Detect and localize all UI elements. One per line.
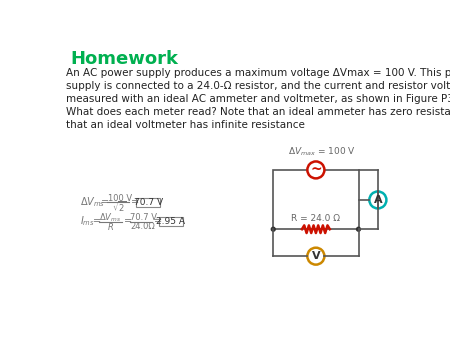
Text: 70.7 V: 70.7 V bbox=[134, 198, 163, 207]
Text: $\Delta V_{ms}$: $\Delta V_{ms}$ bbox=[99, 211, 121, 224]
Text: R = 24.0 Ω: R = 24.0 Ω bbox=[292, 214, 340, 223]
FancyBboxPatch shape bbox=[136, 198, 161, 207]
Circle shape bbox=[307, 162, 324, 178]
Circle shape bbox=[356, 227, 360, 231]
Text: $\sqrt{2}$: $\sqrt{2}$ bbox=[112, 200, 127, 214]
Text: An AC power supply produces a maximum voltage ΔVmax = 100 V. This power
supply i: An AC power supply produces a maximum vo… bbox=[66, 68, 450, 130]
Text: $\Delta V_{ms}$: $\Delta V_{ms}$ bbox=[80, 195, 105, 209]
Bar bbox=[273, 170, 359, 229]
Text: ~: ~ bbox=[310, 163, 322, 177]
Text: 70.7 V: 70.7 V bbox=[130, 213, 157, 222]
Text: =: = bbox=[101, 197, 109, 207]
Text: $I_{ms}$: $I_{ms}$ bbox=[80, 215, 94, 228]
Text: $\Delta V_{max}$ = 100 V: $\Delta V_{max}$ = 100 V bbox=[288, 146, 356, 159]
Text: 100 V: 100 V bbox=[108, 194, 132, 203]
Text: =: = bbox=[154, 217, 162, 226]
Text: 2.95 A: 2.95 A bbox=[157, 217, 185, 226]
Text: 24.0Ω: 24.0Ω bbox=[130, 222, 155, 231]
Text: Homework: Homework bbox=[70, 50, 178, 68]
Circle shape bbox=[307, 248, 324, 265]
Text: A: A bbox=[374, 195, 382, 205]
Text: =: = bbox=[94, 217, 102, 226]
Circle shape bbox=[369, 192, 387, 209]
FancyBboxPatch shape bbox=[159, 217, 183, 226]
Text: =: = bbox=[131, 197, 140, 207]
Text: =: = bbox=[125, 217, 133, 226]
Text: $R$: $R$ bbox=[108, 221, 114, 232]
Circle shape bbox=[271, 227, 275, 231]
Text: V: V bbox=[311, 251, 320, 261]
